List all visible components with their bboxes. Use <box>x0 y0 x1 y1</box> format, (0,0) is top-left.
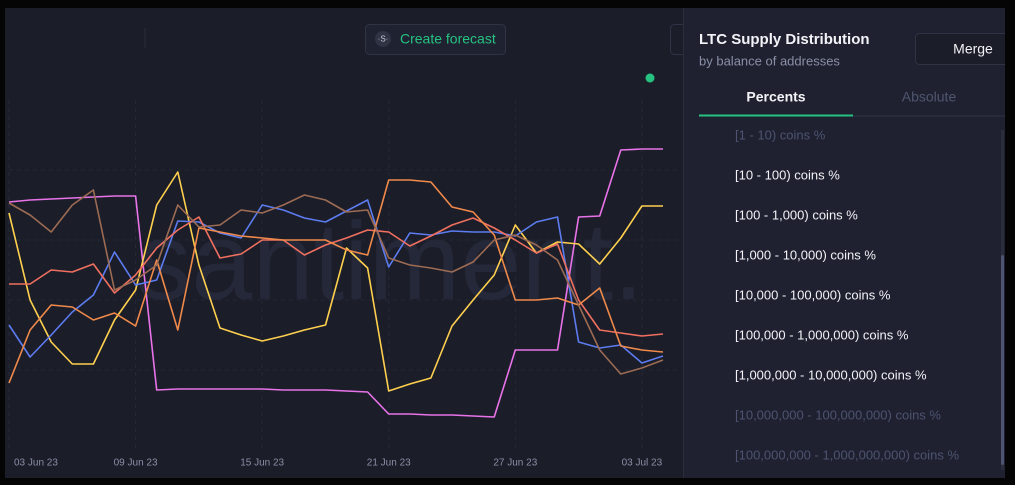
watermark: santiment. <box>136 200 643 323</box>
forecast-icon-bg <box>375 31 391 47</box>
series-line <box>8 199 664 364</box>
screen: ·S· Create forecast santiment. 03 Jun 23… <box>5 8 1005 478</box>
series-line <box>8 148 663 418</box>
forecast-icon: ·S· <box>378 35 389 44</box>
metric-item[interactable]: [10 - 100) coins % <box>735 167 840 182</box>
metric-item[interactable]: [100,000 - 1,000,000) coins % <box>735 327 909 342</box>
scrollbar-thumb[interactable] <box>1001 255 1004 465</box>
metric-item[interactable]: [10,000,000 - 100,000,000) coins % <box>735 407 941 422</box>
x-tick-label: 15 Jun 23 <box>240 458 284 469</box>
sidebar-subtitle: by balance of addresses <box>699 53 840 68</box>
x-tick-label: 27 Jun 23 <box>493 458 537 469</box>
x-tick-label: 21 Jun 23 <box>367 458 411 469</box>
x-tick-label: 03 Jul 23 <box>622 458 663 469</box>
plot: 03 Jun 23 09 Jun 23 15 Jun 23 21 Jun 23 27 J… <box>8 100 680 469</box>
app-frame: ·S· Create forecast santiment. 03 Jun 23… <box>5 8 1005 478</box>
x-tick-label: 09 Jun 23 <box>114 458 158 469</box>
metric-item[interactable]: [100,000,000 - 1,000,000,000) coins % <box>735 447 959 462</box>
sidebar-title: LTC Supply Distribution <box>699 31 870 48</box>
metric-item[interactable]: [1,000 - 10,000) coins % <box>735 247 876 262</box>
tab-percents[interactable]: Percents <box>746 89 805 105</box>
tab-absolute[interactable]: Absolute <box>902 89 957 105</box>
sidebar <box>683 8 1005 478</box>
metric-item[interactable]: [10,000 - 100,000) coins % <box>735 287 891 302</box>
metric-list: [1 - 10) coins % [10 - 100) coins % [100 -… <box>735 127 959 462</box>
status-dot <box>645 73 655 83</box>
merge-button[interactable] <box>915 33 1006 65</box>
forecast-button[interactable] <box>365 24 506 55</box>
series-line <box>8 189 664 375</box>
x-tick-label: 03 Jun 23 <box>14 458 58 469</box>
forecast-label[interactable]: Create forecast <box>400 31 496 47</box>
metric-item[interactable]: [100 - 1,000) coins % <box>735 207 858 222</box>
metric-item[interactable]: [1 - 10) coins % <box>735 127 826 142</box>
metric-item[interactable]: [1,000,000 - 10,000,000) coins % <box>735 367 927 382</box>
merge-label[interactable]: Merge <box>953 41 993 57</box>
series-line <box>8 179 664 384</box>
series-line <box>9 216 664 337</box>
